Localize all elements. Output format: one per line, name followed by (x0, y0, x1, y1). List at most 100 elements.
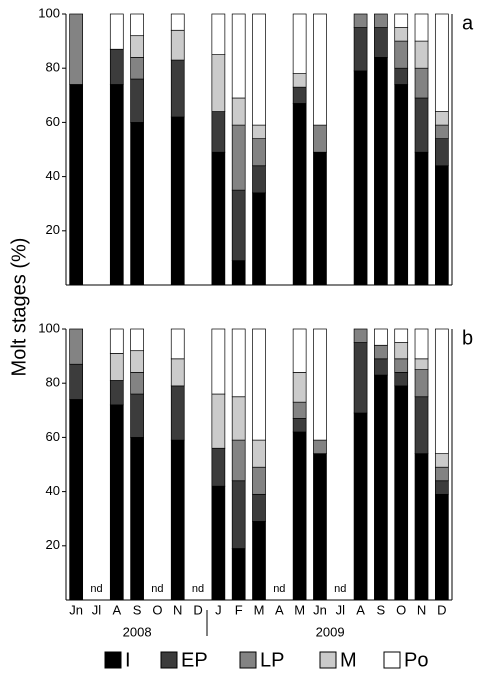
bar-segment (394, 27, 409, 42)
bar-segment (434, 453, 449, 468)
x-tick-label: Jn (69, 602, 83, 617)
bar-segment (414, 358, 429, 370)
bar-segment (252, 138, 266, 167)
bar-segment (414, 97, 429, 153)
bar-segment (292, 431, 307, 601)
bar-segment (252, 124, 266, 140)
bar-segment (252, 439, 266, 468)
legend-label: EP (181, 649, 208, 671)
bar-segment (231, 480, 246, 549)
bar-segment (313, 151, 327, 286)
bar-segment (211, 151, 226, 286)
bar-segment (231, 328, 246, 398)
y-tick-label: 40 (46, 168, 60, 183)
bar-segment (292, 418, 307, 433)
bar-segment (130, 437, 144, 601)
bar-segment (211, 485, 226, 601)
x-tick-label: N (173, 602, 182, 617)
x-tick-label: A (112, 602, 121, 617)
legend-label: I (125, 649, 131, 671)
bar-segment (130, 13, 144, 37)
x-tick-label: A (275, 602, 284, 617)
bar-segment (170, 13, 185, 31)
bar-segment (252, 493, 266, 522)
bar-segment (252, 13, 266, 126)
bar-segment (69, 363, 84, 400)
bar-segment (231, 260, 246, 286)
nd-label: nd (334, 583, 346, 595)
bar-segment (109, 84, 124, 286)
bar-segment (434, 328, 449, 455)
y-tick-label: 20 (46, 222, 60, 237)
x-tick-label: N (417, 602, 426, 617)
bar-segment (231, 396, 246, 441)
x-tick-label: F (235, 602, 243, 617)
bar-segment (374, 358, 388, 376)
y-tick-label: 60 (46, 429, 60, 444)
bar-segment (434, 165, 449, 286)
bar-segment (374, 57, 388, 286)
bar-segment (231, 548, 246, 601)
x-tick-label: O (396, 602, 406, 617)
bar-segment (394, 13, 409, 28)
x-tick-label: S (133, 602, 142, 617)
bar-segment (313, 124, 327, 153)
bar-segment (130, 393, 144, 438)
y-tick-label: 80 (46, 60, 60, 75)
nd-label: nd (151, 583, 163, 595)
bar-segment (109, 13, 124, 50)
panel-label: b (462, 327, 473, 349)
legend-label: Po (404, 649, 428, 671)
x-tick-label: A (356, 602, 365, 617)
bar-segment (109, 404, 124, 601)
bar-segment (434, 480, 449, 495)
bar-segment (353, 70, 368, 286)
bar-segment (434, 138, 449, 167)
bar-segment (130, 78, 144, 123)
y-tick-label: 80 (46, 375, 60, 390)
bar-segment (292, 372, 307, 403)
bar-segment (353, 342, 368, 414)
bar-segment (130, 122, 144, 286)
nd-label: nd (192, 583, 204, 595)
bar-segment (394, 84, 409, 286)
bar-segment (130, 372, 144, 395)
x-tick-label: D (193, 602, 202, 617)
bar-segment (109, 48, 124, 85)
x-tick-label: O (152, 602, 162, 617)
bar-segment (231, 13, 246, 99)
bar-segment (374, 374, 388, 601)
bar-segment (434, 466, 449, 482)
bar-segment (353, 27, 368, 72)
bar-segment (211, 13, 226, 56)
year-label: 2008 (123, 624, 152, 639)
bar-segment (414, 328, 429, 360)
bar-segment (130, 328, 144, 352)
nd-label: nd (90, 583, 102, 595)
year-label: 2009 (316, 624, 345, 639)
legend-label: M (340, 649, 357, 671)
bar-segment (374, 13, 388, 28)
bar-segment (292, 86, 307, 104)
bar-segment (109, 353, 124, 381)
bar-segment (109, 328, 124, 354)
y-tick-label: 20 (46, 537, 60, 552)
bar-segment (292, 401, 307, 419)
bar-segment (353, 13, 368, 28)
bar-segment (252, 521, 266, 601)
bar-segment (231, 97, 246, 126)
bar-segment (394, 67, 409, 85)
x-tick-label: Jl (92, 602, 102, 617)
x-tick-label: M (254, 602, 265, 617)
bar-segment (211, 447, 226, 487)
bar-segment (414, 67, 429, 99)
bar-segment (313, 453, 327, 601)
bar-segment (252, 328, 266, 441)
bar-segment (231, 124, 246, 191)
bar-segment (292, 103, 307, 286)
bar-segment (130, 35, 144, 58)
bar-segment (434, 124, 449, 140)
panel-label: a (462, 12, 474, 34)
bar-segment (414, 13, 429, 42)
